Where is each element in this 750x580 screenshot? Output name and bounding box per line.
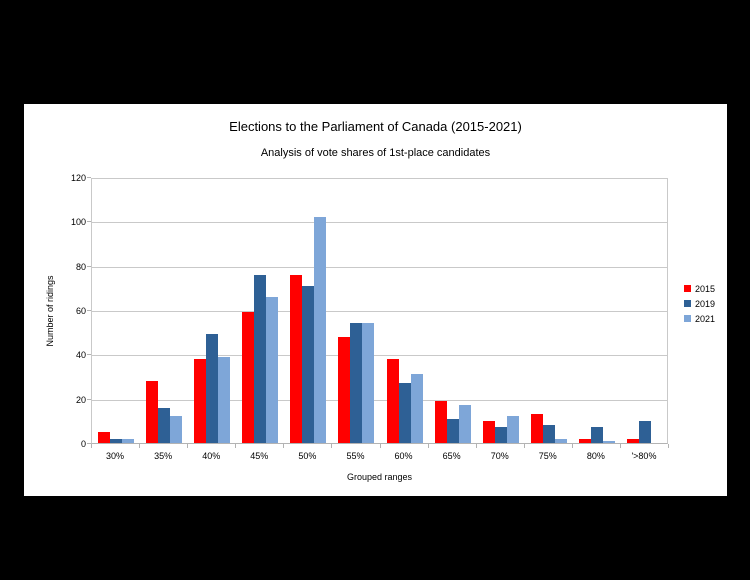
y-tick-mark: [87, 265, 91, 267]
x-tick-label: 70%: [490, 451, 509, 461]
legend-label: 2015: [695, 283, 716, 294]
bar-2019: [206, 334, 218, 443]
x-tick-mark: [235, 444, 236, 448]
y-tick-label: 20: [75, 394, 86, 405]
x-tick-mark: [139, 444, 140, 448]
x-axis-title: Grouped ranges: [346, 472, 413, 482]
bar-2021: [459, 405, 471, 443]
bar-2019: [110, 439, 122, 443]
x-tick-mark: [428, 444, 429, 448]
x-tick-mark: [668, 444, 669, 448]
x-tick-label: 75%: [538, 451, 557, 461]
bar-2021: [411, 374, 423, 443]
bar-2019: [350, 323, 362, 443]
x-tick-mark: [572, 444, 573, 448]
bar-2019: [495, 427, 507, 443]
y-tick-label: 60: [75, 306, 86, 316]
y-tick-label: 40: [75, 350, 86, 361]
legend-item-2015: 2015: [684, 281, 715, 296]
y-tick-mark: [87, 221, 91, 223]
y-tick-mark: [87, 398, 91, 400]
legend-item-2021: 2021: [684, 311, 715, 326]
bar-2015: [98, 432, 110, 443]
legend-swatch-icon: [684, 285, 691, 292]
gridline: [92, 222, 667, 224]
x-tick-label: 65%: [442, 451, 461, 461]
x-tick-label: 35%: [154, 451, 173, 461]
chart-title: Elections to the Parliament of Canada (2…: [229, 119, 522, 134]
x-tick-mark: [331, 444, 332, 448]
bar-2019: [639, 421, 651, 443]
bar-2015: [338, 337, 350, 443]
x-tick-label: 80%: [586, 451, 605, 461]
bar-2015: [435, 401, 447, 443]
bar-2019: [254, 275, 266, 443]
y-tick-label: 80: [75, 261, 86, 272]
y-tick-mark: [87, 310, 91, 311]
x-tick-label: 60%: [394, 451, 413, 461]
y-tick-mark: [87, 443, 91, 444]
bar-2019: [399, 383, 411, 443]
gridline: [92, 355, 667, 357]
x-tick-mark: [524, 444, 525, 448]
bar-2019: [302, 286, 314, 443]
bar-2015: [387, 359, 399, 443]
bar-2015: [194, 359, 206, 443]
bar-2021: [362, 323, 374, 443]
legend-swatch-icon: [684, 300, 691, 307]
bar-2021: [314, 217, 326, 443]
bar-2021: [218, 357, 230, 443]
bar-2015: [242, 312, 254, 443]
bar-2021: [555, 439, 567, 443]
bar-2021: [266, 297, 278, 443]
x-tick-label: '>80%: [631, 451, 657, 461]
gridline: [92, 311, 667, 312]
y-axis-title: Number of ridings: [45, 275, 55, 347]
bar-2015: [483, 421, 495, 443]
chart-subtitle: Analysis of vote shares of 1st-place can…: [260, 147, 491, 159]
bar-2019: [543, 425, 555, 443]
y-tick-label: 100: [70, 217, 86, 228]
y-tick-label: 0: [80, 439, 86, 449]
x-tick-label: 40%: [202, 451, 221, 461]
bar-2021: [170, 416, 182, 443]
x-tick-label: 45%: [250, 451, 269, 461]
bar-2021: [603, 441, 615, 443]
legend-label: 2019: [695, 298, 716, 309]
bar-2019: [158, 408, 170, 443]
legend-swatch-icon: [684, 315, 691, 322]
chart-panel: Elections to the Parliament of Canada (2…: [24, 104, 727, 496]
bar-2019: [591, 427, 603, 443]
x-tick-mark: [476, 444, 477, 448]
legend-label: 2021: [695, 313, 716, 324]
x-tick-label: 30%: [106, 451, 125, 461]
x-tick-label: 55%: [346, 451, 365, 461]
x-tick-mark: [283, 444, 284, 448]
x-tick-mark: [620, 444, 621, 448]
x-tick-mark: [187, 444, 188, 448]
x-tick-mark: [91, 444, 92, 448]
bar-2015: [579, 439, 591, 443]
y-tick-mark: [87, 177, 91, 178]
x-tick-mark: [380, 444, 381, 448]
plot-area: [91, 178, 668, 444]
gridline: [92, 266, 667, 268]
bar-2019: [447, 419, 459, 443]
bar-2015: [290, 275, 302, 443]
bar-2015: [531, 414, 543, 443]
gridline: [92, 399, 667, 401]
y-tick-mark: [87, 354, 91, 356]
legend: 2015 2019 2021: [684, 281, 715, 326]
y-tick-label: 120: [70, 173, 86, 183]
bar-2015: [146, 381, 158, 443]
bar-2015: [627, 439, 639, 443]
bar-2021: [507, 416, 519, 443]
bar-2021: [122, 439, 134, 443]
legend-item-2019: 2019: [684, 296, 715, 311]
x-tick-label: 50%: [298, 451, 317, 461]
